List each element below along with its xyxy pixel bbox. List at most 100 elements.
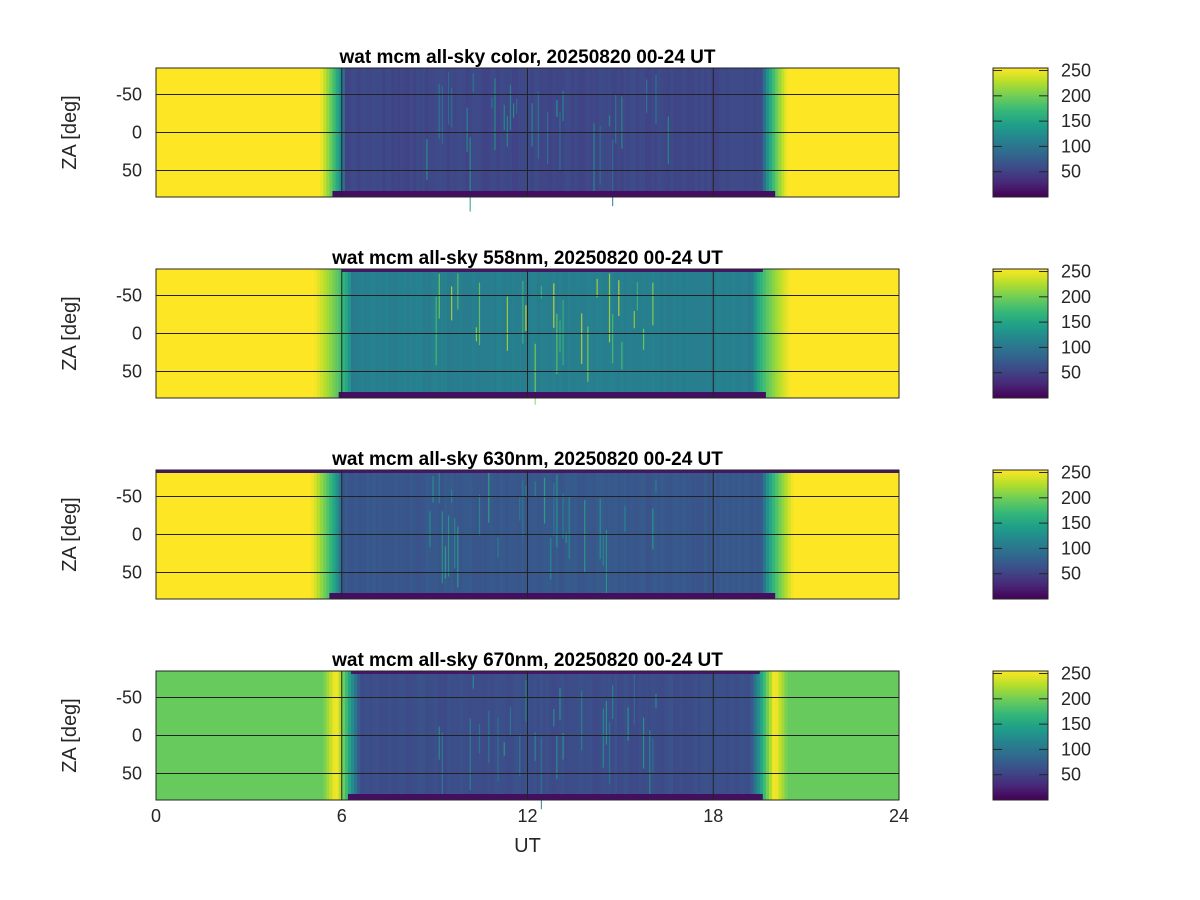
colorbar-swatch xyxy=(993,140,1048,144)
aurora-streak xyxy=(466,107,468,152)
aurora-streak xyxy=(618,280,620,316)
colorbar-swatch xyxy=(993,781,1048,785)
colorbar-swatch xyxy=(993,186,1048,190)
colorbar-swatch xyxy=(993,321,1048,324)
colorbar-swatch xyxy=(993,373,1048,377)
colorbar-frame xyxy=(992,469,1049,600)
aurora-streak xyxy=(556,313,558,375)
colorbar-swatch xyxy=(993,496,1048,499)
y-tick-label: 50 xyxy=(122,763,142,783)
colorbar-swatch xyxy=(993,484,1048,487)
colorbar-swatch xyxy=(993,470,1048,473)
aurora-streak xyxy=(621,342,623,370)
aurora-streak xyxy=(451,88,453,128)
colorbar: 50 100 150 200 250 xyxy=(992,463,1091,600)
colorbar-swatch xyxy=(993,596,1048,600)
colorbar-swatch xyxy=(993,98,1048,101)
aurora-streak xyxy=(605,701,608,745)
colorbar-swatch xyxy=(993,526,1048,529)
x-tick-label: 12 xyxy=(517,806,537,826)
colorbar-swatch xyxy=(993,508,1048,511)
colorbar-swatch xyxy=(993,725,1048,728)
colorbar-tick-label: 200 xyxy=(1061,287,1091,307)
colorbar-swatch xyxy=(993,584,1048,588)
aurora-streak xyxy=(642,717,645,769)
aurora-streak xyxy=(562,733,564,760)
axes-frame xyxy=(155,67,900,198)
aurora-streak xyxy=(426,139,428,180)
colorbar-swatch xyxy=(993,355,1048,359)
colorbar-frame xyxy=(992,670,1049,801)
aurora-streak xyxy=(447,71,450,125)
colorbar-swatch xyxy=(993,303,1048,306)
colorbar-swatch xyxy=(993,363,1048,367)
aurora-streak xyxy=(596,278,598,298)
colorbar-swatch xyxy=(993,88,1048,91)
colorbar-swatch xyxy=(993,492,1048,495)
aurora-streak xyxy=(429,511,431,548)
aurora-streak xyxy=(559,687,561,721)
colorbar-swatch xyxy=(993,279,1048,282)
colorbar-tick-label: 100 xyxy=(1061,739,1091,759)
colorbar-swatch xyxy=(993,751,1048,755)
aurora-streak xyxy=(593,123,595,194)
aurora-streak xyxy=(612,314,614,364)
panel-1: wat mcm all-sky color, 20250820 00-24 UT… xyxy=(59,47,1091,212)
colorbar-swatch xyxy=(993,162,1048,166)
colorbar-swatch xyxy=(993,166,1048,170)
colorbar-swatch xyxy=(993,359,1048,363)
aurora-streak xyxy=(636,282,638,311)
y-tick-label: -50 xyxy=(116,85,142,105)
aurora-streak xyxy=(581,691,583,751)
colorbar-swatch xyxy=(993,787,1048,791)
aurora-streak xyxy=(649,730,651,795)
colorbar-swatch xyxy=(993,379,1048,383)
colorbar-swatch xyxy=(993,136,1048,140)
colorbar-swatch xyxy=(993,387,1048,391)
aurora-streak xyxy=(612,139,614,207)
colorbar-swatch xyxy=(993,562,1048,566)
colorbar-swatch xyxy=(993,287,1048,290)
y-tick-label: 0 xyxy=(132,123,142,143)
colorbar-swatch xyxy=(993,476,1048,479)
colorbar-swatch xyxy=(993,108,1048,111)
aurora-streak xyxy=(562,299,564,365)
aurora-streak xyxy=(612,685,614,719)
colorbar-swatch xyxy=(993,297,1048,300)
colorbar-swatch xyxy=(993,86,1048,89)
aurora-streak xyxy=(646,79,648,113)
colorbar-swatch xyxy=(993,592,1048,596)
colorbar-swatch xyxy=(993,80,1048,83)
panel-title: wat mcm all-sky 558nm, 20250820 00-24 UT xyxy=(331,248,723,269)
colorbar-swatch xyxy=(993,494,1048,497)
horizon-edge-top xyxy=(341,269,763,272)
colorbar-swatch xyxy=(993,104,1048,107)
aurora-streak xyxy=(435,296,437,366)
aurora-streak xyxy=(615,95,617,144)
aurora-streak xyxy=(605,529,608,597)
aurora-streak xyxy=(475,327,477,342)
y-tick-label: 50 xyxy=(122,361,142,381)
colorbar-swatch xyxy=(993,349,1048,353)
colorbar-swatch xyxy=(993,552,1048,556)
colorbar-swatch xyxy=(993,532,1048,535)
colorbar-swatch xyxy=(993,357,1048,361)
colorbar-swatch xyxy=(993,307,1048,310)
aurora-streak xyxy=(531,103,533,147)
colorbar-swatch xyxy=(993,138,1048,142)
aurora-streak xyxy=(451,286,453,321)
colorbar: 50 100 150 200 250 xyxy=(992,262,1091,399)
colorbar-swatch xyxy=(993,546,1048,550)
colorbar-swatch xyxy=(993,102,1048,105)
colorbar-swatch xyxy=(993,120,1048,123)
colorbar-swatch xyxy=(993,116,1048,119)
colorbar-swatch xyxy=(993,365,1048,369)
colorbar-swatch xyxy=(993,777,1048,781)
colorbar-swatch xyxy=(993,375,1048,379)
colorbar-swatch xyxy=(993,341,1048,345)
colorbar-swatch xyxy=(993,741,1048,745)
colorbar-swatch xyxy=(993,733,1048,736)
colorbar-swatch xyxy=(993,168,1048,172)
colorbar-swatch xyxy=(993,673,1048,676)
colorbar-swatch xyxy=(993,106,1048,109)
